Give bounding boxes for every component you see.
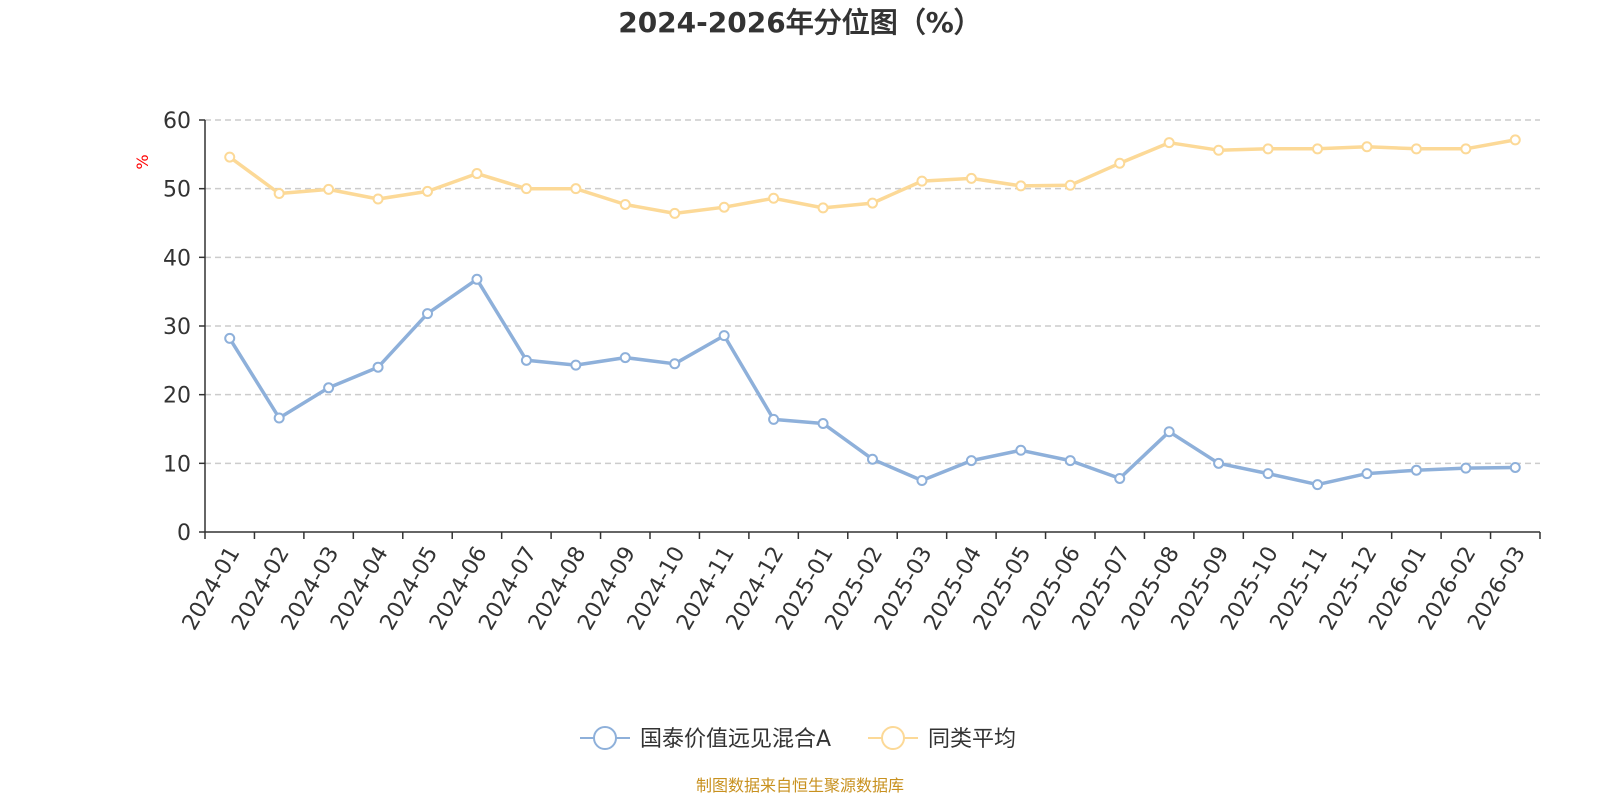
data-point[interactable]: [224, 332, 236, 344]
legend-item[interactable]: 国泰价值远见混合A: [580, 726, 831, 752]
legend: 国泰价值远见混合A 同类平均: [580, 726, 1016, 752]
data-point[interactable]: [768, 192, 780, 204]
series-group: [224, 273, 1521, 491]
legend-circle-icon: [593, 726, 617, 750]
data-point[interactable]: [1312, 143, 1323, 155]
plot-area: [224, 134, 1521, 491]
data-point[interactable]: [1361, 141, 1373, 153]
data-point[interactable]: [520, 354, 532, 366]
data-point[interactable]: [471, 168, 483, 180]
data-point[interactable]: [1114, 472, 1126, 484]
data-point[interactable]: [1262, 468, 1274, 480]
data-point[interactable]: [768, 413, 780, 425]
data-point[interactable]: [718, 330, 730, 342]
y-axis-unit: %: [133, 154, 152, 169]
data-point[interactable]: [916, 475, 928, 486]
data-point[interactable]: [570, 183, 582, 195]
data-point[interactable]: [1312, 479, 1323, 491]
data-point[interactable]: [520, 183, 532, 195]
data-point[interactable]: [718, 201, 730, 213]
data-point[interactable]: [867, 197, 878, 209]
data-point[interactable]: [619, 352, 631, 364]
data-point[interactable]: [224, 151, 236, 163]
legend-circle-icon: [881, 726, 905, 750]
data-point[interactable]: [273, 412, 285, 424]
data-point[interactable]: [1509, 134, 1521, 146]
data-point[interactable]: [669, 207, 681, 219]
data-point[interactable]: [1064, 179, 1076, 191]
y-tick-label: 10: [163, 452, 191, 477]
legend-label: 同类平均: [928, 727, 1016, 752]
data-point[interactable]: [1163, 137, 1175, 149]
data-source-note: 制图数据来自恒生聚源数据库: [696, 776, 904, 795]
data-point[interactable]: [817, 418, 829, 430]
y-tick-label: 30: [163, 315, 191, 340]
x-axis: 2024-012024-022024-032024-042024-052024-…: [178, 531, 1541, 635]
data-point[interactable]: [669, 358, 681, 370]
data-point[interactable]: [1410, 464, 1422, 476]
data-point[interactable]: [867, 453, 878, 465]
data-point[interactable]: [1114, 157, 1126, 169]
data-point[interactable]: [1015, 180, 1027, 192]
series-group: [224, 134, 1521, 219]
data-point[interactable]: [323, 183, 335, 195]
data-point[interactable]: [1213, 457, 1225, 469]
y-tick-label: 0: [177, 521, 191, 546]
data-point[interactable]: [570, 359, 582, 371]
data-point[interactable]: [1163, 426, 1175, 438]
legend-item[interactable]: 同类平均: [868, 726, 1016, 752]
chart-title: 2024-2026年分位图（%）: [618, 6, 982, 39]
data-point[interactable]: [471, 273, 483, 285]
data-point[interactable]: [372, 193, 384, 205]
data-point[interactable]: [1410, 143, 1422, 155]
data-point[interactable]: [916, 175, 928, 187]
y-axis: 0 10 20 30 40 50 60: [163, 109, 206, 546]
data-point[interactable]: [1064, 455, 1076, 467]
data-point[interactable]: [1262, 143, 1274, 155]
y-tick-label: 20: [163, 384, 191, 409]
data-point[interactable]: [1361, 468, 1373, 480]
data-point[interactable]: [1460, 462, 1472, 474]
y-tick-label: 60: [163, 109, 191, 134]
data-point[interactable]: [422, 308, 433, 320]
legend-label: 国泰价值远见混合A: [640, 727, 831, 752]
data-point[interactable]: [273, 187, 285, 199]
data-point[interactable]: [1015, 444, 1027, 456]
y-tick-label: 40: [163, 246, 191, 271]
data-point[interactable]: [817, 202, 829, 214]
y-tick-label: 50: [163, 178, 191, 203]
data-point[interactable]: [965, 455, 977, 467]
data-point[interactable]: [1509, 461, 1521, 473]
data-point[interactable]: [372, 361, 384, 373]
data-point[interactable]: [619, 198, 631, 210]
data-point[interactable]: [422, 185, 433, 197]
grid-lines: [205, 119, 1540, 465]
data-point[interactable]: [323, 382, 335, 394]
data-point[interactable]: [1213, 144, 1225, 156]
data-point[interactable]: [965, 172, 977, 184]
data-point[interactable]: [1460, 143, 1472, 155]
